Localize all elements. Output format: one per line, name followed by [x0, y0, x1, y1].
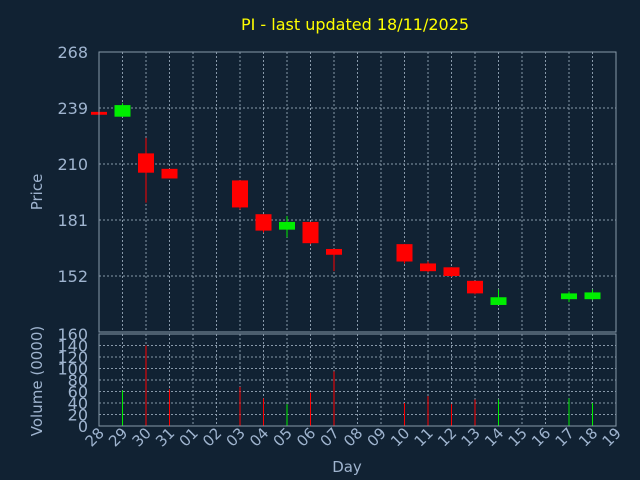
day-tick-label: 05 [270, 424, 296, 450]
volume-tick-label: 140 [57, 337, 88, 356]
day-tick-label: 29 [105, 424, 131, 450]
candle-body [232, 180, 248, 208]
chart-title: PI - last updated 18/11/2025 [241, 15, 469, 34]
candlestick-series [91, 103, 601, 305]
volume-tick-label: 60 [68, 383, 88, 402]
candle-body [255, 214, 272, 231]
price-tick-label: 239 [57, 99, 88, 118]
price-tick-label: 210 [57, 155, 88, 174]
day-tick-label: 16 [528, 424, 554, 450]
candle-body [443, 267, 460, 276]
candle-body [420, 263, 436, 272]
day-tick-label: 30 [129, 424, 155, 450]
price-tick-label: 268 [57, 43, 88, 62]
day-tick-labels: 2829303101020304050607080910111213141516… [82, 424, 625, 450]
volume-tick-label: 20 [68, 406, 88, 425]
day-tick-label: 13 [458, 424, 484, 450]
volume-tick-label: 100 [57, 360, 88, 379]
day-tick-label: 06 [293, 424, 319, 450]
candle-body [161, 168, 178, 179]
day-tick-label: 31 [152, 424, 178, 450]
day-tick-label: 09 [364, 424, 390, 450]
volume-series [122, 345, 593, 426]
volume-tick-label: 40 [68, 394, 88, 413]
candle-body [584, 292, 601, 300]
volume-plot-frame [98, 333, 617, 427]
candle-body [138, 153, 154, 173]
volume-tick-label: 0 [78, 417, 88, 436]
day-tick-label: 08 [340, 424, 366, 450]
day-tick-label: 02 [199, 424, 225, 450]
day-tick-label: 18 [575, 424, 601, 450]
candle-body [561, 293, 577, 300]
day-tick-label: 03 [223, 424, 249, 450]
candle-body [467, 280, 483, 294]
day-tick-label: 19 [599, 424, 625, 450]
candle-body [279, 221, 295, 230]
price-grid [98, 51, 617, 332]
volume-axis-label: Volume (0000) [28, 326, 46, 436]
day-tick-label: 17 [552, 424, 578, 450]
price-axis-label: Price [28, 174, 46, 211]
price-plot-frame [98, 51, 617, 333]
volume-tick-label: 80 [68, 371, 88, 390]
candle-body [490, 297, 507, 305]
volume-tick-label: 160 [57, 325, 88, 344]
day-axis-label: Day [332, 458, 362, 476]
volume-tick-label: 120 [57, 348, 88, 367]
day-tick-label: 15 [505, 424, 531, 450]
candle-body [326, 248, 342, 255]
day-tick-label: 12 [434, 424, 460, 450]
day-tick-label: 01 [176, 424, 202, 450]
price-tick-labels: 268 239 210 181 152 [57, 43, 88, 286]
day-tick-label: 11 [411, 424, 437, 450]
day-tick-label: 07 [317, 424, 343, 450]
volume-grid [98, 334, 617, 426]
day-tick-label: 04 [246, 424, 272, 450]
day-tick-label: 10 [387, 424, 413, 450]
price-tick-label: 152 [57, 267, 88, 286]
price-tick-label: 181 [57, 211, 88, 230]
candle-body [396, 244, 413, 262]
candle-body [302, 221, 319, 244]
candle-body [114, 105, 131, 117]
day-tick-label: 14 [481, 424, 507, 450]
